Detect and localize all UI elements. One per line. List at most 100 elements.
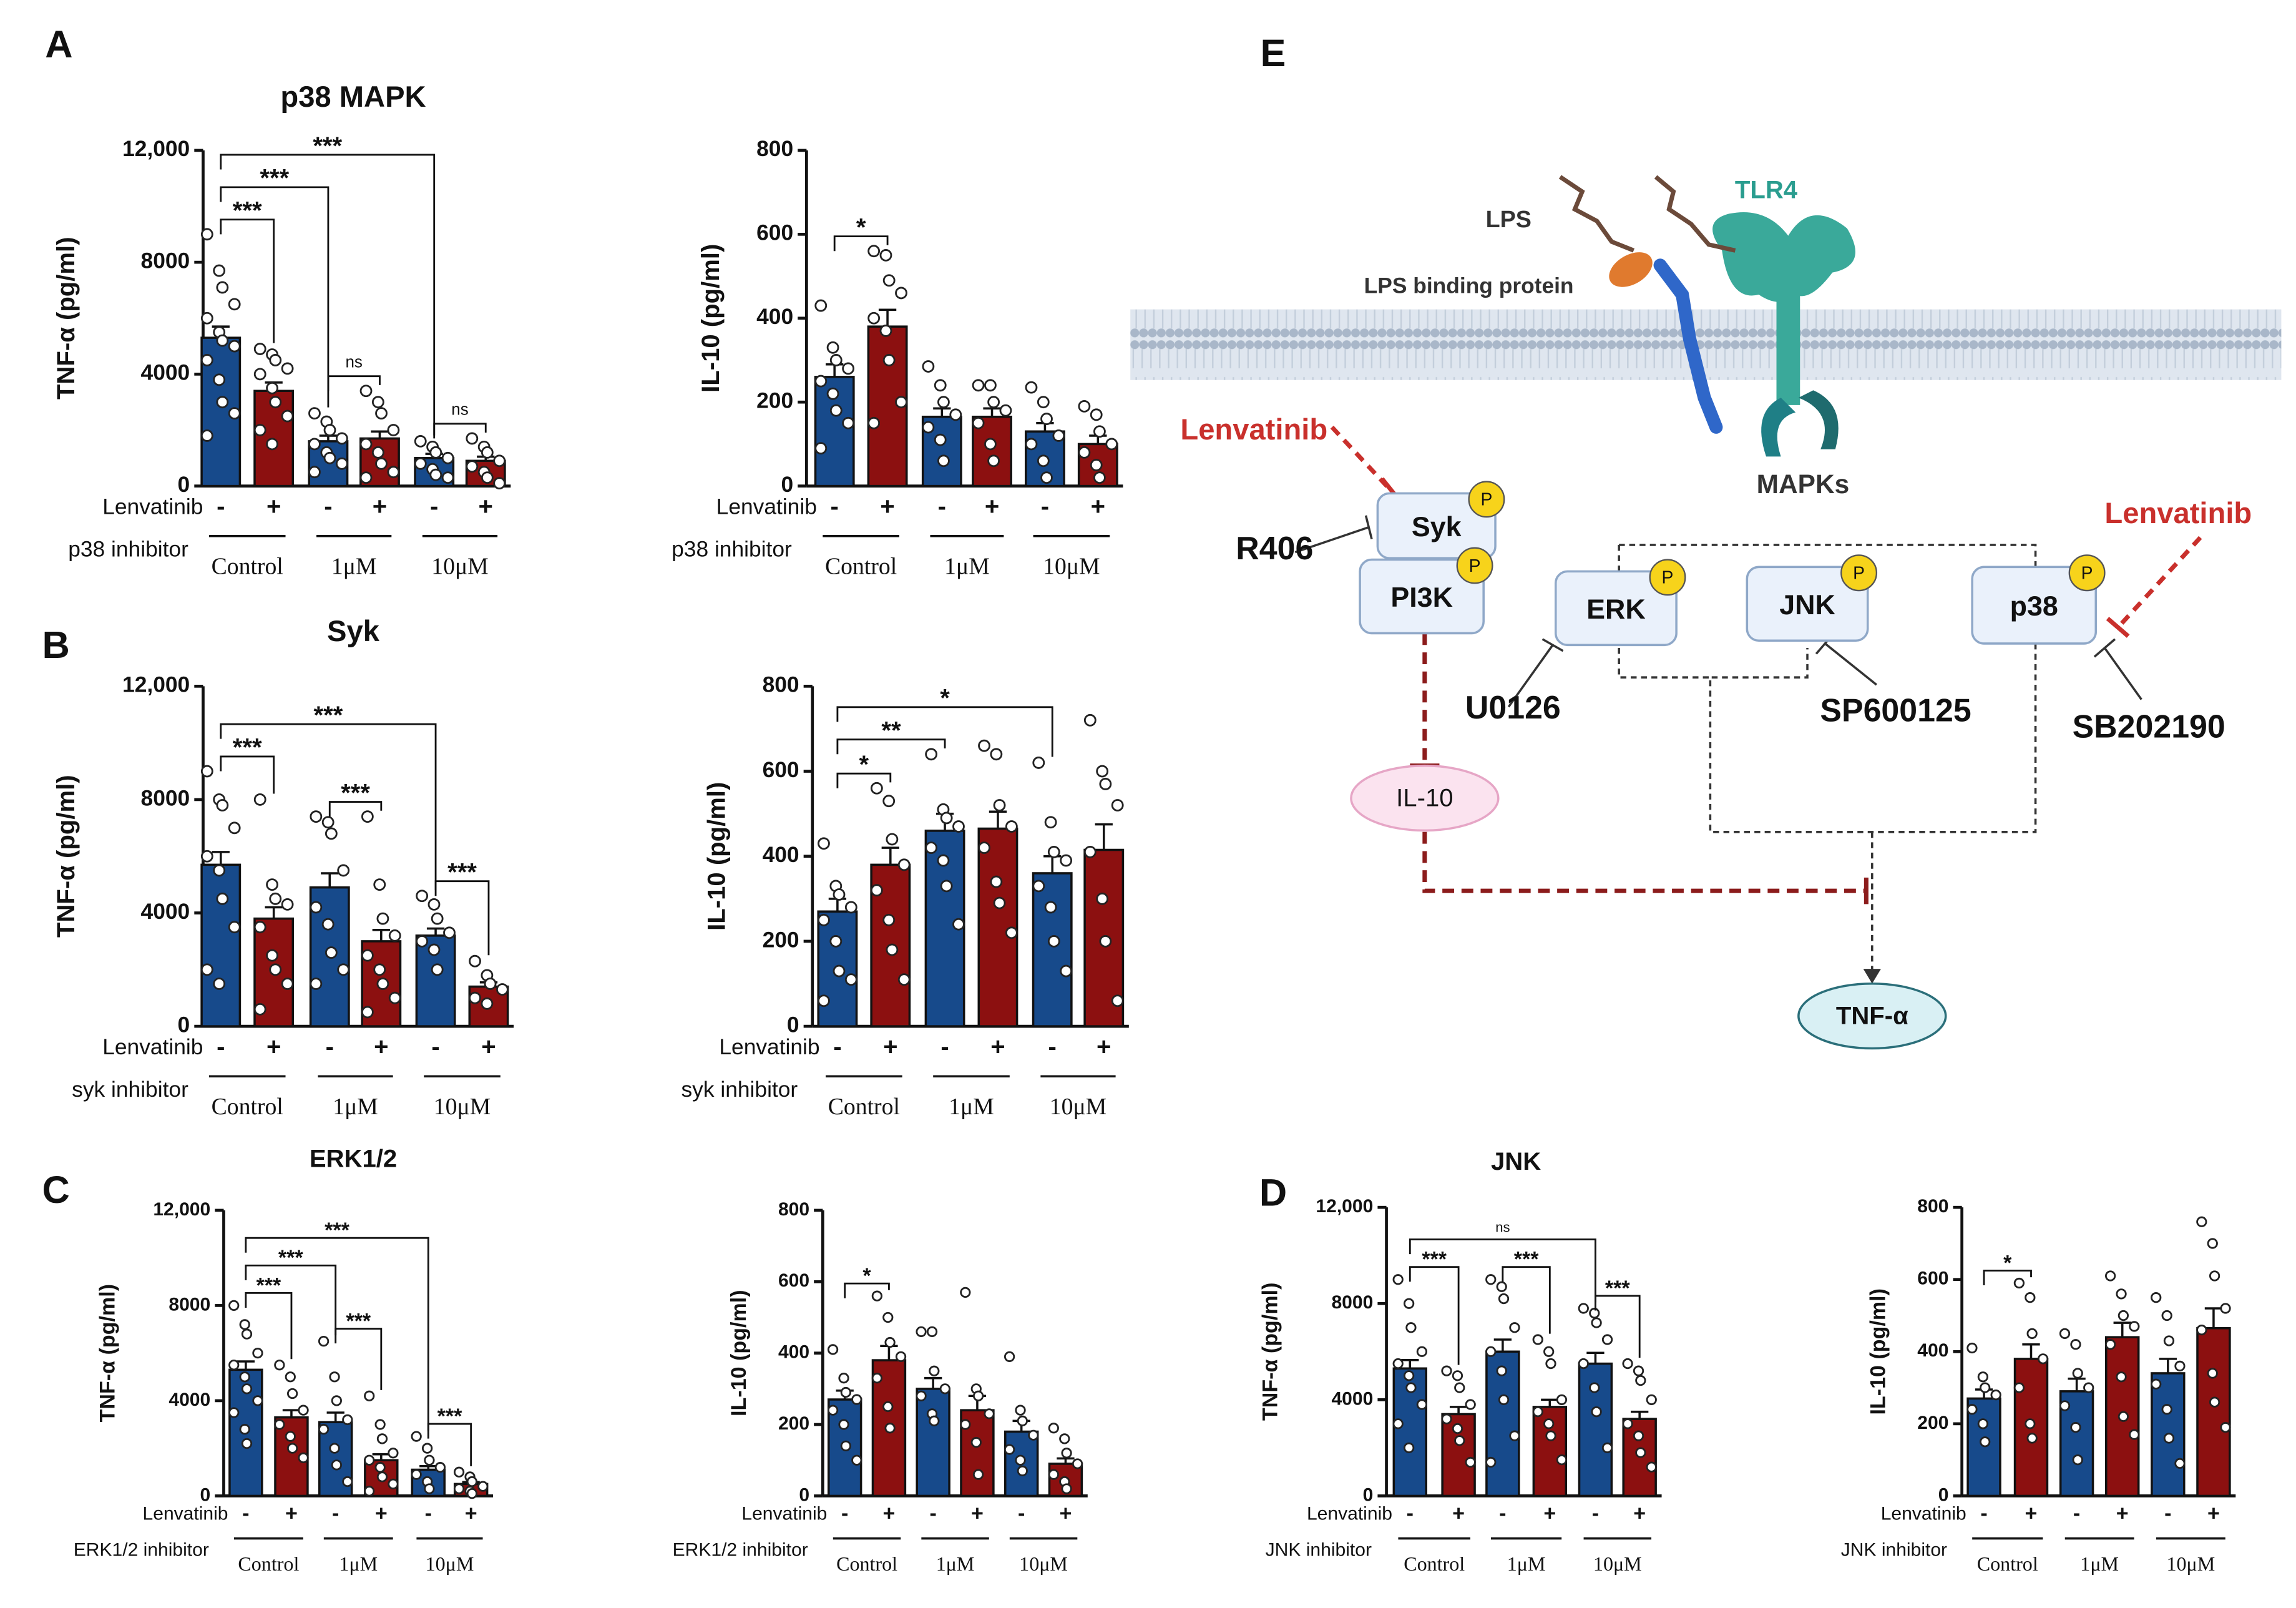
data-point bbox=[253, 1003, 266, 1016]
y-axis-label: IL-10 (pg/ml) bbox=[727, 1290, 751, 1416]
x-tick-label: + bbox=[880, 493, 894, 521]
data-point bbox=[871, 1373, 882, 1384]
data-point bbox=[342, 1476, 353, 1488]
significance-label: *** bbox=[313, 132, 342, 160]
x-tick-label: - bbox=[2164, 1501, 2171, 1525]
data-point bbox=[496, 983, 509, 996]
data-point bbox=[960, 1419, 971, 1430]
error-bar bbox=[933, 407, 951, 417]
data-point bbox=[1578, 1358, 1589, 1370]
error-bar bbox=[983, 407, 1001, 417]
y-tick-label: 200 bbox=[1917, 1413, 1948, 1433]
data-point bbox=[2207, 1238, 2218, 1249]
data-point bbox=[213, 264, 226, 277]
error-bar bbox=[924, 1376, 942, 1389]
data-point bbox=[200, 228, 213, 241]
x-tick-label: - bbox=[841, 1501, 848, 1525]
y-tick-label: 8000 bbox=[169, 1294, 210, 1315]
panel-letter: A bbox=[45, 22, 72, 66]
data-point bbox=[1040, 471, 1053, 484]
diagram-label: Lenvatinib bbox=[1180, 413, 1327, 446]
data-point bbox=[1589, 1382, 1600, 1393]
data-point bbox=[1646, 1461, 1657, 1473]
y-tick-label: 12,000 bbox=[1316, 1196, 1373, 1217]
data-point bbox=[1465, 1399, 1476, 1410]
data-point bbox=[1005, 926, 1018, 939]
data-point bbox=[2161, 1404, 2172, 1415]
row-label: Lenvatinib bbox=[716, 494, 817, 519]
row-label: Lenvatinib bbox=[741, 1503, 827, 1524]
y-axis-label: IL-10 (pg/ml) bbox=[1867, 1288, 1890, 1414]
row-label: p38 inhibitor bbox=[68, 537, 188, 562]
data-point bbox=[1498, 1394, 1510, 1405]
data-point bbox=[1556, 1454, 1568, 1466]
significance-bracket bbox=[220, 154, 436, 436]
data-point bbox=[318, 1424, 330, 1435]
data-point bbox=[1485, 1274, 1497, 1285]
x-tick-label: - bbox=[1407, 1501, 1414, 1525]
y-tick-label: 400 bbox=[756, 305, 793, 329]
error-bar bbox=[426, 927, 445, 936]
data-point bbox=[1037, 396, 1050, 409]
data-point bbox=[1977, 1371, 1989, 1383]
data-point bbox=[216, 799, 229, 811]
row-label: syk inhibitor bbox=[681, 1077, 798, 1102]
row-label: p38 inhibitor bbox=[672, 537, 792, 562]
error-bar bbox=[321, 872, 339, 888]
data-point bbox=[882, 795, 896, 808]
row-label: Lenvatinib bbox=[1307, 1503, 1392, 1524]
chart-title: JNK bbox=[1491, 1148, 1541, 1175]
data-point bbox=[1532, 1334, 1543, 1345]
x-tick-label: - bbox=[242, 1501, 249, 1525]
data-point bbox=[1032, 757, 1045, 769]
significance-bracket bbox=[1409, 1266, 1460, 1365]
data-point bbox=[416, 935, 429, 948]
data-point bbox=[895, 1351, 907, 1363]
data-point bbox=[1405, 1382, 1417, 1393]
x-tick-label: - bbox=[324, 493, 332, 521]
data-point bbox=[239, 1424, 250, 1435]
significance-label: *** bbox=[346, 1310, 371, 1333]
group-label: 1μM bbox=[949, 1094, 994, 1120]
data-point bbox=[427, 943, 441, 956]
x-tick-label: - bbox=[1592, 1501, 1599, 1525]
diagram-label: P bbox=[2081, 563, 2093, 583]
data-point bbox=[325, 827, 338, 840]
data-point bbox=[829, 404, 843, 417]
data-point bbox=[424, 1454, 435, 1466]
row-label: Lenvatinib bbox=[719, 1035, 819, 1059]
y-axis-label: TNF-α (pg/ml) bbox=[52, 237, 80, 400]
data-point bbox=[1485, 1346, 1497, 1357]
significance-bracket bbox=[245, 1292, 293, 1360]
error-bar bbox=[326, 1411, 344, 1423]
y-tick-label: 4000 bbox=[141, 900, 190, 924]
data-point bbox=[871, 1290, 882, 1302]
group-label: Control bbox=[212, 553, 283, 579]
data-point bbox=[200, 765, 213, 778]
x-tick-label: + bbox=[375, 1501, 388, 1525]
data-point bbox=[1405, 1322, 1417, 1333]
data-point bbox=[838, 1419, 849, 1430]
data-point bbox=[1111, 799, 1124, 811]
x-tick-label: + bbox=[266, 1033, 281, 1061]
error-bar bbox=[1449, 1406, 1468, 1414]
data-point bbox=[376, 978, 389, 990]
data-point bbox=[453, 1483, 465, 1494]
error-bar bbox=[1493, 1338, 1512, 1352]
data-point bbox=[1028, 1429, 1039, 1441]
data-point bbox=[1392, 1358, 1404, 1370]
data-point bbox=[266, 949, 278, 962]
data-point bbox=[364, 1454, 375, 1466]
significance-label: * bbox=[862, 1264, 871, 1288]
data-point bbox=[1005, 820, 1018, 833]
diagram-label: Lenvatinib bbox=[2104, 496, 2252, 529]
significance-bracket bbox=[833, 235, 889, 252]
data-point bbox=[477, 1481, 489, 1492]
chart-title: p38 MAPK bbox=[280, 80, 426, 113]
data-point bbox=[1096, 892, 1109, 905]
data-point bbox=[321, 918, 335, 931]
data-point bbox=[1025, 438, 1038, 451]
data-point bbox=[416, 890, 429, 903]
diagram-label: p38 bbox=[2010, 591, 2058, 622]
data-point bbox=[922, 360, 935, 373]
